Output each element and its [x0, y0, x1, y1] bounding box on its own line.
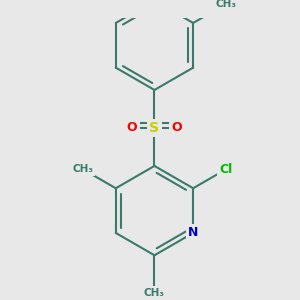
Text: O: O [127, 122, 137, 134]
Text: CH₃: CH₃ [215, 0, 236, 9]
Text: N: N [188, 226, 198, 239]
Text: S: S [149, 121, 160, 135]
Text: O: O [172, 122, 182, 134]
Text: CH₃: CH₃ [72, 164, 93, 174]
Text: Cl: Cl [219, 163, 233, 176]
Text: CH₃: CH₃ [144, 288, 165, 298]
